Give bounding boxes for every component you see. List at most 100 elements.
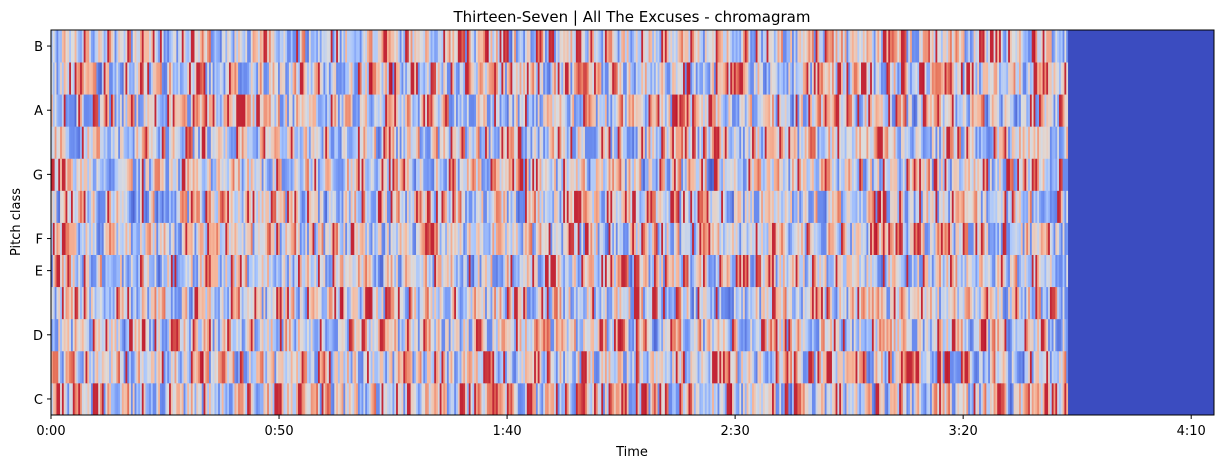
chroma-cell [864, 382, 867, 416]
chroma-cell [623, 190, 626, 223]
chroma-cell [359, 158, 362, 191]
chroma-cell [893, 190, 896, 223]
chroma-cell [1042, 318, 1045, 352]
chroma-cell [879, 286, 882, 320]
chroma-cell [813, 382, 817, 416]
chroma-cell [138, 350, 141, 384]
chroma-cell [283, 318, 286, 352]
chroma-cell [1020, 350, 1024, 384]
chroma-cell [223, 222, 226, 255]
chroma-cell [356, 350, 359, 384]
chroma-cell [839, 190, 842, 223]
chroma-cell [74, 190, 77, 223]
chroma-cell [661, 350, 664, 384]
chroma-cell [361, 158, 364, 191]
chroma-cell [586, 158, 589, 191]
chroma-cell [1022, 222, 1025, 255]
chroma-cell [897, 286, 900, 320]
chroma-cell [971, 222, 975, 255]
chroma-cell [592, 286, 595, 320]
chroma-cell [56, 222, 59, 255]
chroma-cell [543, 158, 546, 191]
chroma-cell [646, 222, 649, 255]
chroma-cell [964, 382, 967, 416]
chroma-cell [824, 382, 827, 416]
chroma-cell [813, 350, 817, 384]
chroma-cell [570, 286, 573, 320]
chroma-cell [472, 222, 475, 255]
chroma-cell [328, 350, 332, 384]
chroma-cell [993, 158, 996, 191]
chroma-cell [243, 286, 246, 320]
chroma-cell [721, 318, 724, 352]
chroma-cell [639, 158, 642, 191]
chroma-cell [997, 158, 1000, 191]
chroma-cell [470, 350, 473, 384]
chroma-cell [564, 382, 568, 416]
chroma-cell [586, 318, 589, 352]
chroma-cell [833, 286, 836, 320]
chroma-cell [710, 318, 713, 352]
chroma-cell [942, 286, 945, 320]
chroma-cell [897, 254, 900, 288]
chroma-cell [920, 126, 924, 159]
chroma-cell [831, 158, 835, 191]
chroma-cell [170, 126, 174, 159]
chroma-cell [445, 382, 448, 416]
chroma-cell [915, 190, 918, 223]
chroma-cell [198, 222, 201, 255]
chroma-cell [1040, 350, 1044, 384]
chroma-cell [308, 158, 312, 191]
chroma-cell [919, 286, 922, 320]
chroma-cell [575, 382, 579, 416]
chroma-cell [888, 158, 891, 191]
chroma-cell [839, 382, 842, 416]
chroma-cell [719, 382, 722, 416]
chroma-cell [577, 158, 580, 191]
chroma-cell [336, 286, 339, 320]
chroma-cell [962, 382, 965, 416]
chroma-cell [1051, 254, 1054, 288]
chroma-cell [258, 222, 261, 255]
chroma-cell [768, 158, 771, 191]
chroma-cell [755, 126, 758, 159]
chroma-cell [699, 158, 702, 191]
chroma-cell [236, 350, 239, 384]
chroma-cell [419, 254, 422, 288]
chroma-cell [710, 190, 713, 223]
chroma-cell [365, 222, 368, 255]
chroma-cell [980, 286, 984, 320]
chroma-cell [192, 254, 195, 288]
chroma-cell [515, 286, 519, 320]
chroma-cell [263, 350, 266, 384]
chroma-cell [1011, 318, 1014, 352]
chroma-cell [741, 318, 744, 352]
chroma-cell [726, 318, 729, 352]
chroma-cell [768, 382, 771, 416]
chroma-cell [485, 286, 488, 320]
chroma-cell [192, 190, 195, 223]
chroma-cell [570, 254, 573, 288]
chroma-cell [161, 222, 165, 255]
chroma-cell [621, 350, 624, 384]
chroma-cell [584, 318, 588, 352]
chroma-cell [661, 382, 664, 416]
chroma-cell [939, 254, 942, 288]
chroma-cell [149, 126, 152, 159]
chroma-cell [890, 254, 893, 288]
chroma-cell [926, 286, 929, 320]
chroma-cell [853, 222, 856, 255]
chroma-cell [254, 126, 257, 159]
chroma-cell [1066, 222, 1069, 255]
chroma-cell [199, 254, 203, 288]
chroma-cell [399, 190, 402, 223]
chroma-cell [969, 158, 973, 191]
chroma-cell [367, 286, 370, 320]
chroma-cell [641, 222, 644, 255]
chroma-cell [850, 318, 853, 352]
chroma-cell [152, 254, 155, 288]
chroma-cell [101, 318, 105, 352]
chroma-cell [724, 318, 728, 352]
chroma-cell [826, 126, 829, 159]
